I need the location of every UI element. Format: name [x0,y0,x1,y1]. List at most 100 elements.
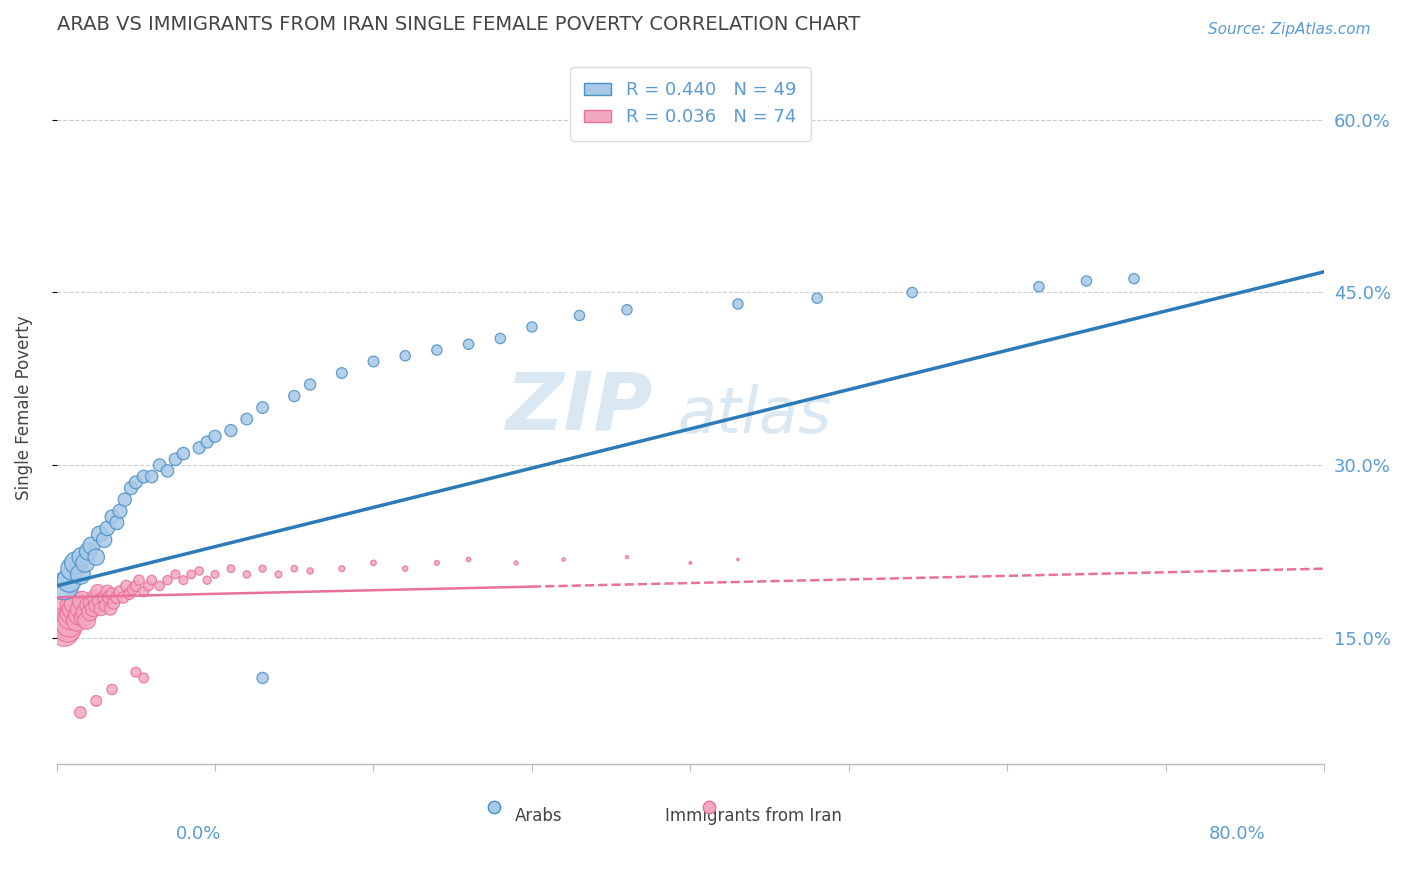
Point [520,320,543,334]
Point [806,291,828,305]
Point [105,591,128,605]
Point [204,567,226,582]
Point [141,469,163,483]
Point [62,606,84,620]
Point [84,599,107,613]
Point [83,591,105,605]
Point [53,624,76,639]
Point [235,567,257,582]
Y-axis label: Single Female Poverty: Single Female Poverty [15,315,32,500]
Point [101,509,124,524]
Point [426,556,449,570]
Text: 0.0%: 0.0% [176,825,221,843]
Point [112,591,135,605]
Point [457,552,479,566]
Point [69,567,91,582]
Point [616,550,638,565]
Text: Immigrants from Iran: Immigrants from Iran [665,807,842,825]
Point [125,475,148,490]
Point [132,469,155,483]
Point [101,587,124,601]
Point [180,567,202,582]
Point [84,550,107,565]
Point [128,573,150,587]
Point [67,607,90,622]
Point [553,552,575,566]
Point [62,599,84,613]
Text: Arabs: Arabs [515,807,562,825]
Point [489,331,512,345]
Point [90,602,112,616]
Point [156,464,179,478]
Point [125,579,148,593]
Point [58,616,80,631]
Point [79,606,101,620]
Point [100,602,122,616]
Point [53,579,76,593]
Point [65,596,87,610]
Point [1123,271,1146,285]
Point [156,573,179,587]
Point [679,556,702,570]
Point [138,579,160,593]
Point [219,424,242,438]
Point [65,556,87,570]
Point [299,377,322,392]
Point [252,561,274,575]
Point [132,671,155,685]
Point [149,458,172,472]
Point [862,872,884,887]
Point [84,694,107,708]
Point [72,610,94,624]
Point [204,429,226,443]
Point [89,527,111,541]
Point [1028,279,1050,293]
Point [219,561,242,575]
Point [267,567,290,582]
Point [77,544,100,558]
Text: ZIP: ZIP [505,368,652,447]
Point [94,599,117,613]
Text: Source: ZipAtlas.com: Source: ZipAtlas.com [1208,22,1371,37]
Point [93,533,115,547]
Point [149,579,172,593]
Point [59,610,82,624]
Point [394,349,416,363]
Point [568,309,591,323]
Point [727,297,749,311]
Point [195,435,218,450]
Point [172,446,194,460]
Point [252,401,274,415]
Point [52,619,75,633]
Point [188,441,211,455]
Point [56,622,79,636]
Point [120,481,142,495]
Point [592,872,614,887]
Point [62,561,84,575]
Point [901,285,924,300]
Point [69,602,91,616]
Point [96,584,118,599]
Point [63,602,86,616]
Point [616,302,638,317]
Point [80,539,103,553]
Point [75,606,97,620]
Point [283,561,305,575]
Point [727,552,749,566]
Point [165,567,187,582]
Point [188,564,211,578]
Point [70,594,93,608]
Point [76,614,98,628]
Point [330,561,353,575]
Point [96,521,118,535]
Point [252,671,274,685]
Point [394,561,416,575]
Point [165,452,187,467]
Point [80,596,103,610]
Point [69,706,91,720]
Point [363,354,385,368]
Point [132,584,155,599]
Point [70,550,93,565]
Point [195,573,218,587]
Point [426,343,449,357]
